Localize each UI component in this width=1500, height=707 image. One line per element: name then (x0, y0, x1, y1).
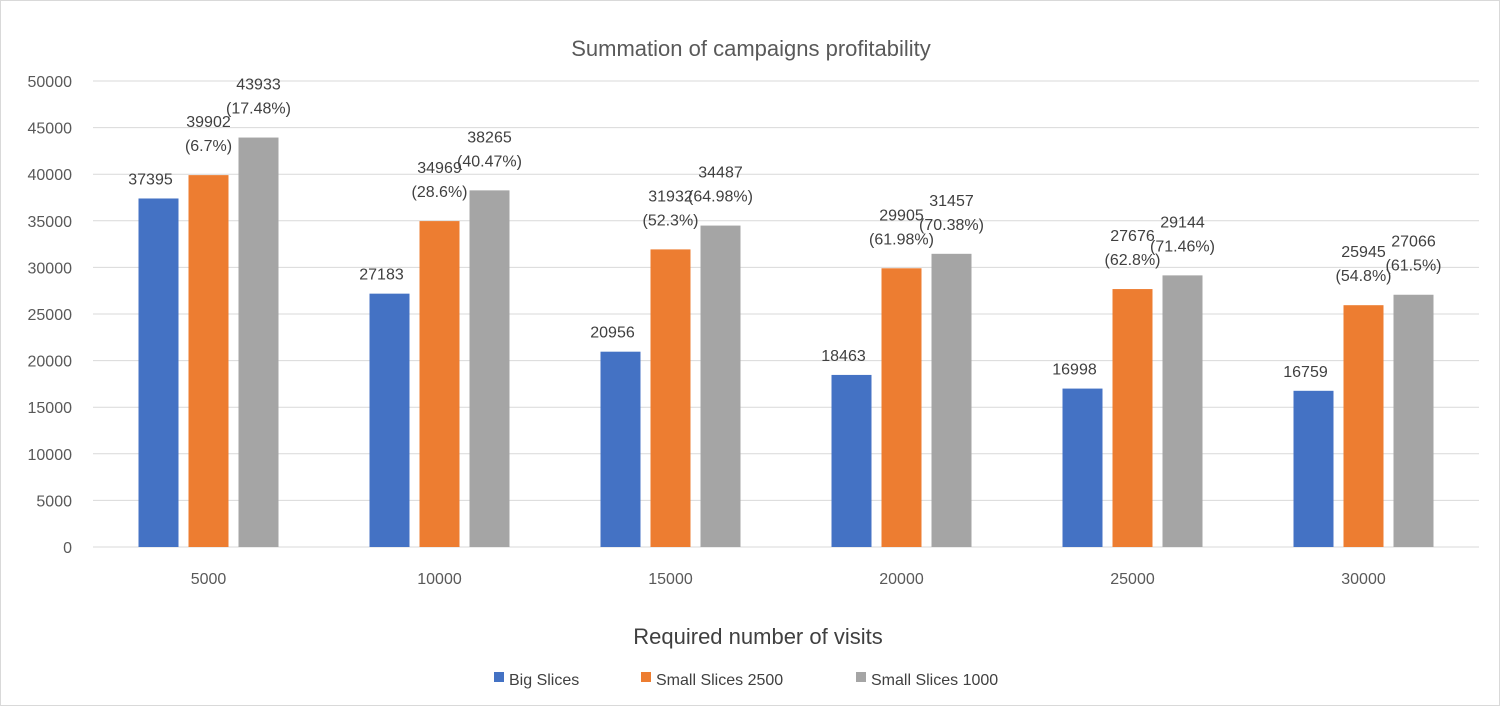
y-tick-label: 45000 (28, 121, 73, 138)
x-tick-label: 25000 (1110, 571, 1155, 588)
y-tick-label: 35000 (28, 214, 73, 231)
data-label-value: 34487 (698, 165, 743, 182)
bar-small-slices-1000 (469, 190, 510, 548)
data-label-value: 29144 (1160, 214, 1205, 231)
legend-swatch (856, 672, 866, 682)
data-label-value: 27183 (359, 267, 404, 284)
bar-small-slices-1000 (931, 253, 972, 548)
y-tick-label: 40000 (28, 167, 73, 184)
data-label-value: 29905 (879, 207, 924, 224)
y-tick-label: 30000 (28, 260, 73, 277)
bar-big-slices (1062, 388, 1103, 547)
data-label-value: 31457 (929, 193, 974, 210)
bar-small-slices-2500 (1112, 289, 1153, 547)
bar-small-slices-1000 (1162, 275, 1203, 547)
legend: Big Slices Small Slices 2500 Small Slices … (494, 672, 998, 689)
data-label-percent: (62.8%) (1104, 252, 1160, 269)
data-label-value: 43933 (236, 77, 281, 94)
bar-small-slices-2500 (1343, 305, 1384, 547)
bar-big-slices (831, 374, 872, 547)
x-axis-ticks: 5000 10000 15000 20000 25000 30000 (191, 571, 1386, 588)
y-tick-label: 0 (63, 540, 72, 557)
data-label-percent: (40.47%) (457, 153, 522, 170)
bar-small-slices-2500 (881, 268, 922, 547)
bar-big-slices (138, 198, 179, 547)
legend-swatch (494, 672, 504, 682)
data-label-percent: (71.46%) (1150, 238, 1215, 255)
data-label-percent: (52.3%) (642, 212, 698, 229)
y-tick-label: 20000 (28, 354, 73, 371)
gridlines (93, 80, 1479, 548)
data-label-value: 39902 (186, 114, 231, 131)
x-tick-label: 30000 (1341, 571, 1386, 588)
x-tick-label: 10000 (417, 571, 462, 588)
bar-big-slices (1293, 390, 1334, 547)
bar-small-slices-2500 (419, 221, 460, 547)
data-label-value: 38265 (467, 129, 512, 146)
bar-small-slices-1000 (238, 137, 279, 547)
y-tick-label: 5000 (36, 493, 72, 510)
y-tick-label: 10000 (28, 447, 73, 464)
data-label-percent: (64.98%) (688, 189, 753, 206)
data-label-value: 20956 (590, 325, 635, 342)
legend-label: Small Slices 1000 (871, 672, 998, 689)
x-axis-title: Required number of visits (633, 624, 882, 649)
bar-small-slices-1000 (700, 225, 741, 547)
data-label-percent: (61.98%) (869, 231, 934, 248)
data-label-percent: (6.7%) (185, 138, 232, 155)
data-label-value: 27676 (1110, 228, 1155, 245)
data-label-percent: (54.8%) (1335, 268, 1391, 285)
bar-big-slices (600, 351, 641, 547)
chart-title: Summation of campaigns profitability (571, 36, 931, 61)
y-tick-label: 25000 (28, 307, 73, 324)
x-tick-label: 5000 (191, 571, 227, 588)
data-label-value: 16759 (1283, 364, 1328, 381)
data-label-value: 27066 (1391, 234, 1436, 251)
legend-swatch (641, 672, 651, 682)
y-axis-ticks: 0 5000 10000 15000 20000 25000 30000 35000 40000… (28, 74, 73, 557)
data-labels: 3739539902(6.7%)43933(17.48%)2718334969(… (128, 77, 1441, 381)
data-label-value: 37395 (128, 171, 173, 188)
data-label-percent: (17.48%) (226, 101, 291, 118)
data-label-percent: (61.5%) (1385, 258, 1441, 275)
data-label-value: 34969 (417, 160, 462, 177)
x-tick-label: 20000 (879, 571, 924, 588)
x-tick-label: 15000 (648, 571, 693, 588)
bar-small-slices-2500 (650, 249, 691, 548)
legend-label: Small Slices 2500 (656, 672, 783, 689)
data-label-percent: (28.6%) (411, 184, 467, 201)
data-label-percent: (70.38%) (919, 217, 984, 234)
bar-big-slices (369, 293, 410, 547)
data-label-value: 16998 (1052, 362, 1097, 379)
data-label-value: 25945 (1341, 244, 1386, 261)
bar-small-slices-2500 (188, 175, 229, 548)
bar-small-slices-1000 (1393, 294, 1434, 547)
y-tick-label: 50000 (28, 74, 73, 91)
y-tick-label: 15000 (28, 400, 73, 417)
data-label-value: 31932 (648, 188, 693, 205)
data-label-value: 18463 (821, 348, 866, 365)
bars (138, 137, 1434, 548)
legend-label: Big Slices (509, 672, 579, 689)
